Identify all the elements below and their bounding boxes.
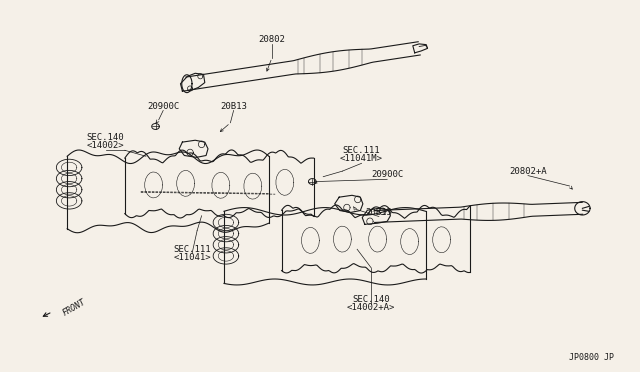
Text: JP0800 JP: JP0800 JP [570, 353, 614, 362]
Text: SEC.140: SEC.140 [353, 295, 390, 304]
Text: FRONT: FRONT [61, 298, 87, 318]
Text: <11041M>: <11041M> [340, 154, 383, 163]
Text: <14002+A>: <14002+A> [347, 303, 396, 312]
Text: SEC.111: SEC.111 [343, 146, 380, 155]
Text: 20900C: 20900C [147, 102, 179, 110]
Text: 20B13: 20B13 [365, 208, 392, 217]
Text: 20802: 20802 [259, 35, 285, 44]
Text: 20802+A: 20802+A [509, 167, 547, 176]
Text: SEC.140: SEC.140 [87, 133, 124, 142]
Text: <14002>: <14002> [87, 141, 124, 150]
Text: 20900C: 20900C [371, 170, 403, 179]
Text: SEC.111: SEC.111 [173, 245, 211, 254]
Text: <11041>: <11041> [173, 253, 211, 262]
Text: 20B13: 20B13 [220, 102, 247, 110]
